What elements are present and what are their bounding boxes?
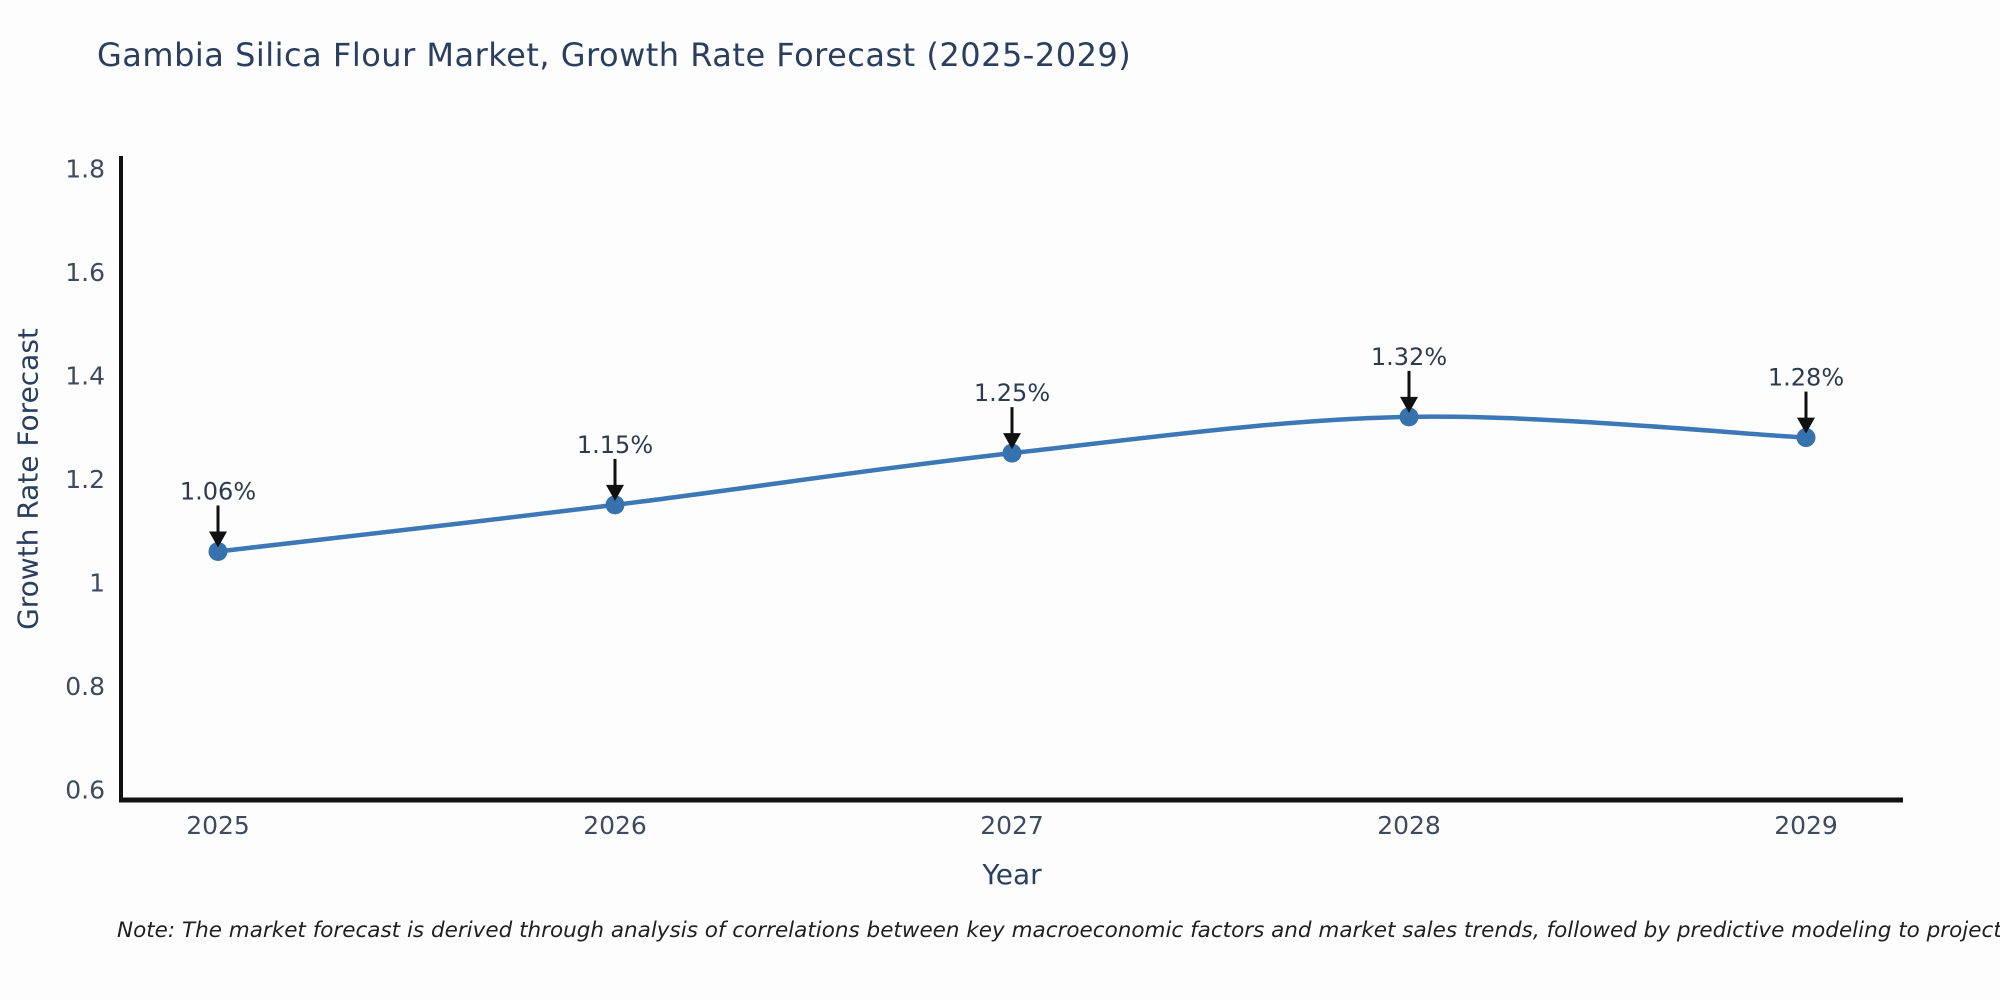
annotation-arrowhead-icon (606, 484, 624, 501)
x-tick-label: 2025 (186, 811, 250, 840)
y-tick-label: 0.6 (65, 776, 105, 805)
data-point[interactable] (1796, 428, 1816, 448)
annotation-arrowhead-icon (1797, 417, 1815, 434)
point-annotation: 1.32% (1371, 343, 1447, 371)
data-point[interactable] (1399, 407, 1419, 427)
x-tick-label: 2026 (583, 811, 647, 840)
data-point[interactable] (208, 541, 228, 561)
x-tick-label: 2029 (1774, 811, 1838, 840)
x-axis-title: Year (982, 858, 1042, 891)
y-tick-label: 0.8 (65, 672, 105, 701)
footnote: Note: The market forecast is derived thr… (117, 918, 2000, 943)
chart-title: Gambia Silica Flour Market, Growth Rate … (97, 36, 1132, 74)
point-annotation: 1.25% (974, 379, 1050, 407)
x-tick-label: 2027 (980, 811, 1044, 840)
annotation-arrowhead-icon (209, 531, 227, 548)
point-annotation: 1.28% (1768, 364, 1844, 392)
y-tick-label: 1.4 (65, 361, 105, 390)
y-tick-label: 1.6 (65, 258, 105, 287)
annotation-arrowhead-icon (1003, 433, 1021, 450)
y-tick-label: 1 (89, 569, 105, 598)
y-tick-label: 1.2 (65, 465, 105, 494)
x-tick-label: 2028 (1377, 811, 1441, 840)
point-annotation: 1.15% (577, 431, 653, 459)
data-point[interactable] (1002, 443, 1022, 463)
point-annotation: 1.06% (180, 477, 256, 505)
data-point[interactable] (605, 495, 625, 515)
annotation-arrowhead-icon (1400, 396, 1418, 413)
y-tick-label: 1.8 (65, 154, 105, 183)
